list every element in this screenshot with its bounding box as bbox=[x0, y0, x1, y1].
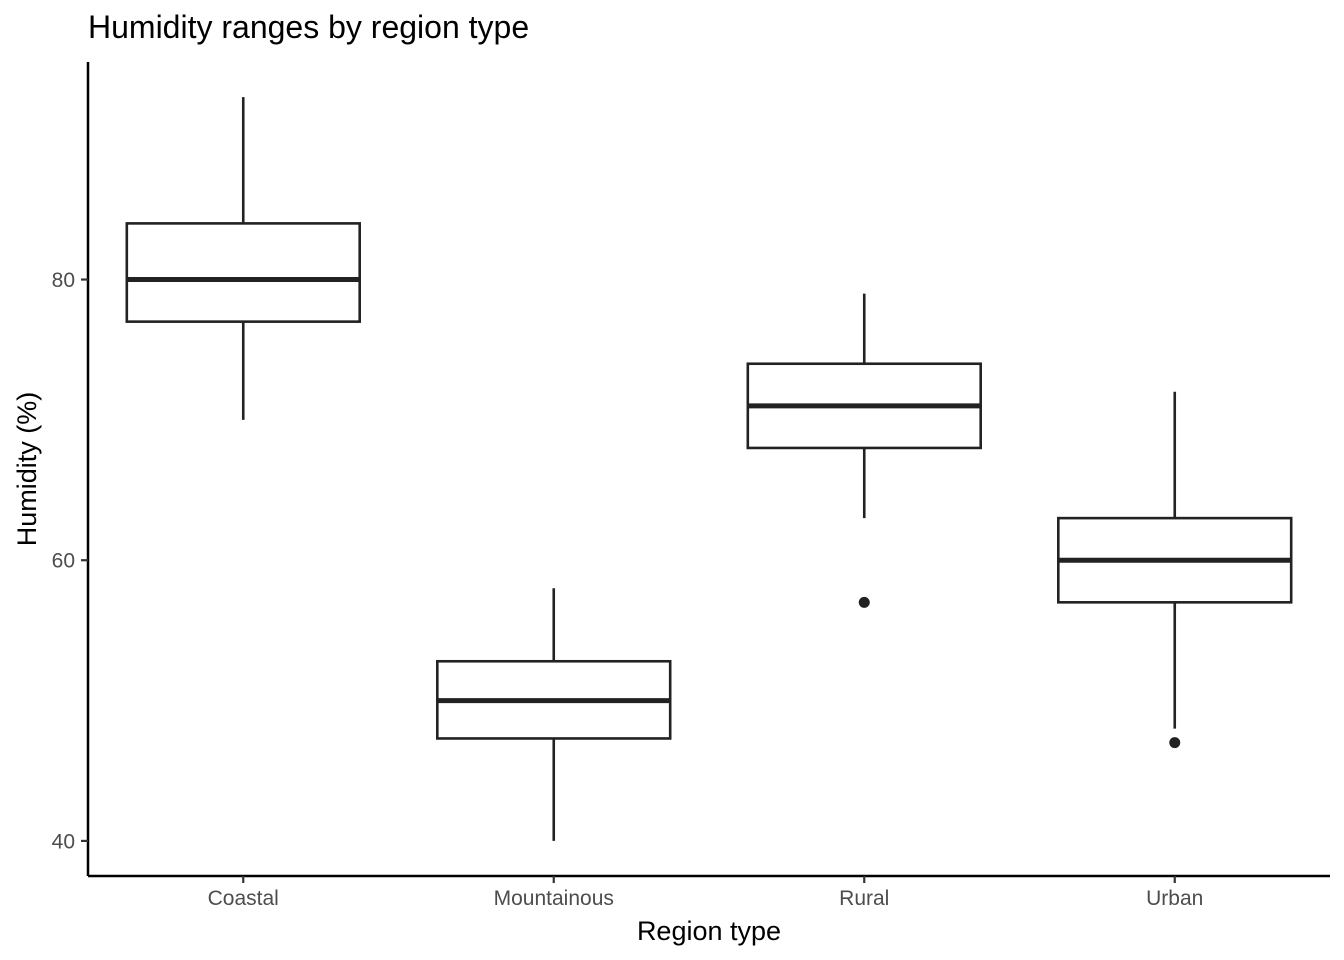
axes-layer bbox=[86, 62, 1330, 878]
box-urban bbox=[1057, 391, 1293, 749]
x-axis-title: Region type bbox=[637, 916, 781, 946]
y-axis-title: Humidity (%) bbox=[12, 392, 42, 547]
x-tick-label: Rural bbox=[839, 887, 889, 910]
y-tick-label: 60 bbox=[52, 550, 75, 573]
box-mountainous bbox=[436, 588, 672, 841]
x-tick-label: Mountainous bbox=[494, 887, 614, 910]
x-tick-label: Urban bbox=[1146, 887, 1203, 910]
y-tick-label: 80 bbox=[52, 269, 75, 292]
box-coastal bbox=[125, 97, 361, 420]
chart-title: Humidity ranges by region type bbox=[88, 9, 529, 45]
y-tick-label: 40 bbox=[52, 830, 75, 853]
outlier-point bbox=[858, 596, 870, 608]
x-tick-label: Coastal bbox=[208, 887, 279, 910]
ticks-layer: 40 60 80 Coastal Mountainous Rural Urban bbox=[52, 269, 1204, 910]
boxes-layer bbox=[125, 97, 1293, 841]
box-rural bbox=[746, 293, 982, 608]
outlier-point bbox=[1169, 737, 1181, 749]
box-iqr bbox=[125, 222, 361, 323]
